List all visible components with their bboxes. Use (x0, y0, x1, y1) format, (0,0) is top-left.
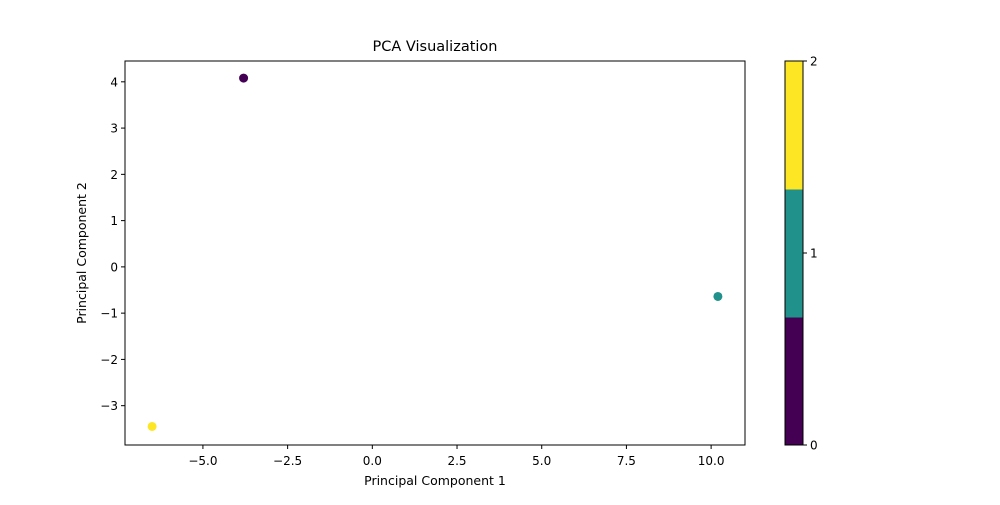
x-tick-label: −2.5 (273, 454, 302, 468)
y-axis-label: Principal Component 2 (74, 182, 89, 324)
y-tick-label: 0 (110, 260, 118, 274)
colorbar: 0 1 2 (784, 55, 818, 453)
colorbar-segment-1 (785, 189, 803, 318)
y-tick-label: −1 (100, 307, 118, 321)
x-tick-label: 10.0 (698, 454, 725, 468)
plot-frame (124, 60, 746, 446)
x-tick-label: 0.0 (363, 454, 382, 468)
data-point-2 (147, 421, 157, 431)
y-tick-label: 3 (110, 122, 118, 136)
y-tick-label: 1 (110, 214, 118, 228)
x-tick-label: 5.0 (532, 454, 551, 468)
colorbar-tick-label: 1 (810, 247, 818, 261)
x-tick-label: −5.0 (188, 454, 217, 468)
y-tick-label: 4 (110, 75, 118, 89)
colorbar-segment-0 (785, 317, 803, 446)
data-point-1 (713, 291, 723, 301)
plot-area: −5.0 −2.5 0.0 2.5 5.0 7.5 10.0 −3 −2 −1 0 1 2 3 4 (100, 60, 746, 468)
colorbar-tick-label: 2 (810, 55, 818, 69)
x-tick-label: 2.5 (447, 454, 466, 468)
colorbar-segment-2 (785, 61, 803, 190)
x-axis-label: Principal Component 1 (364, 473, 506, 488)
y-tick-label: −3 (100, 399, 118, 413)
chart-title: PCA Visualization (373, 39, 498, 55)
x-tick-label: 7.5 (617, 454, 636, 468)
colorbar-tick-label: 0 (810, 439, 818, 453)
y-tick-label: −2 (100, 353, 118, 367)
data-point-0 (239, 73, 249, 83)
y-tick-label: 2 (110, 168, 118, 182)
